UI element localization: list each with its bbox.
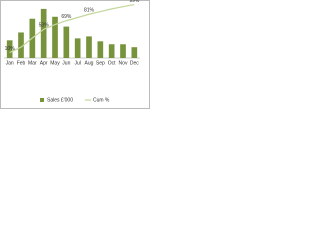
x-tick-label: Sep (96, 60, 105, 66)
bar (74, 38, 81, 58)
bar (97, 41, 104, 58)
bar (131, 47, 138, 58)
x-tick-label: Jul (74, 60, 80, 66)
line (9, 3, 135, 54)
bar (6, 40, 13, 58)
bar (40, 8, 47, 58)
x-tick-label: Dec (130, 60, 139, 66)
bar (63, 26, 70, 58)
bar (18, 32, 24, 58)
bar (52, 16, 58, 59)
legend-label: Cum % (93, 97, 110, 103)
x-tick-label: Oct (108, 60, 116, 66)
data-label: 81% (84, 8, 95, 14)
legend-label: Sales £'000 (47, 97, 73, 103)
legend-swatch (40, 98, 44, 102)
x-tick-label: Mar (28, 60, 37, 66)
x-tick-label: May (50, 60, 60, 66)
bar (120, 44, 126, 58)
x-tick-label: Nov (119, 60, 128, 66)
chart: Jan Feb Mar Apr May Jun Jul Aug Sep Oct Nov Dec 10% 5… (0, 0, 150, 109)
x-tick-label: Jun (62, 60, 70, 66)
bar (108, 44, 115, 58)
data-label: 69% (61, 14, 72, 20)
x-tick-label: Feb (17, 60, 26, 66)
data-label: 10% (5, 46, 16, 52)
x-tick-label: Aug (85, 60, 94, 66)
x-tick-label: Jan (6, 60, 14, 66)
x-tick-label: Apr (40, 60, 48, 66)
data-label: 99% (129, 0, 140, 4)
data-label: 53% (39, 23, 50, 29)
bar (86, 36, 92, 58)
